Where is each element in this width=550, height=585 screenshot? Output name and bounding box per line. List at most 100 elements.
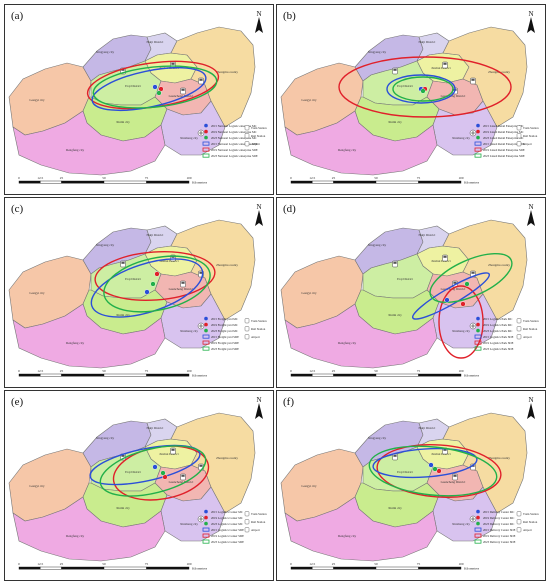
train-station-icon bbox=[120, 260, 126, 268]
panel-label: (e) bbox=[11, 396, 24, 408]
svg-text:Kilometers: Kilometers bbox=[192, 180, 208, 184]
mean-center-blue bbox=[152, 464, 158, 470]
sde-ellipse-green bbox=[392, 76, 454, 102]
svg-text:N: N bbox=[528, 396, 533, 404]
legend-item: 2019 Logistics Center SDE bbox=[211, 534, 244, 538]
svg-text:75: 75 bbox=[417, 176, 421, 180]
sde-ellipse-red bbox=[94, 250, 216, 302]
region-label-xinzheng: Xinzheng city bbox=[452, 329, 470, 333]
region-label-xingyang: Xingyang city bbox=[368, 243, 387, 247]
map-svg-c: Gongyi city Xingyang city Huiji District Ji… bbox=[8, 203, 267, 377]
mean-center-blue bbox=[144, 289, 150, 295]
region-label-huiji: Huiji District bbox=[147, 233, 164, 237]
region-label-dengfeng: Dengfeng city bbox=[338, 534, 357, 538]
region-label-guancheng: Guancheng District bbox=[441, 480, 466, 484]
map-panel-c: Gongyi city Xingyang city Huiji District Ji… bbox=[4, 197, 274, 388]
legend-item: 2015 Freight yard SDE bbox=[211, 335, 239, 339]
legend-station-item: Airport bbox=[251, 142, 260, 146]
region-label-jinshui: Jinshui District bbox=[159, 452, 179, 456]
train-station-icon bbox=[392, 67, 398, 75]
rail-station-icon bbox=[452, 473, 458, 481]
legend-item: 2023 Logistics Park SDE bbox=[483, 347, 514, 351]
rail-station-icon bbox=[180, 87, 186, 95]
region-label-dengfeng: Dengfeng city bbox=[66, 341, 85, 345]
svg-text:N: N bbox=[256, 396, 261, 404]
legend-station-item: Rail Station bbox=[523, 134, 538, 138]
svg-text:12.5: 12.5 bbox=[309, 369, 315, 373]
svg-text:25: 25 bbox=[332, 176, 336, 180]
svg-text:100: 100 bbox=[186, 562, 191, 566]
map-panel-a: Gongyi city Xingyang city Huiji District Ji… bbox=[4, 4, 274, 195]
svg-text:50: 50 bbox=[102, 176, 106, 180]
svg-text:50: 50 bbox=[102, 369, 106, 373]
mean-center-green bbox=[420, 88, 426, 94]
svg-text:100: 100 bbox=[458, 562, 463, 566]
legend-item: 2019 Logistics Park MC bbox=[483, 323, 512, 327]
train-station-icon bbox=[442, 61, 448, 69]
region-label-xingyang: Xingyang city bbox=[368, 436, 387, 440]
legend-station-item: Rail Station bbox=[251, 327, 266, 331]
svg-text:12.5: 12.5 bbox=[37, 562, 43, 566]
legend-item: 2023 Freight yard MC bbox=[211, 329, 238, 333]
region-zhongmu bbox=[170, 26, 256, 128]
legend-item: 2023 Listed Retail Enterprise MC bbox=[483, 136, 524, 140]
airport-station-icon bbox=[197, 515, 205, 523]
region-label-gongyi: Gongyi city bbox=[29, 98, 45, 102]
legend-station-item: Train Station bbox=[523, 126, 539, 130]
legend-item: 2019 Freight yard MC bbox=[211, 323, 238, 327]
sde-ellipse-red bbox=[376, 444, 502, 498]
svg-text:75: 75 bbox=[145, 369, 149, 373]
region-label-xinmi: Xinmi city bbox=[388, 313, 402, 317]
region-label-gongyi: Gongyi city bbox=[29, 291, 45, 295]
panel-label: (f) bbox=[283, 396, 294, 408]
legend-station-item: Train Station bbox=[251, 512, 267, 516]
airport-station-icon bbox=[469, 129, 477, 137]
legend-station-item: Airport bbox=[251, 528, 260, 532]
region-label-gongyi: Gongyi city bbox=[29, 484, 45, 488]
panel-label: (d) bbox=[283, 203, 296, 215]
svg-text:12.5: 12.5 bbox=[37, 176, 43, 180]
sde-ellipse-red bbox=[438, 285, 484, 359]
svg-text:100: 100 bbox=[458, 369, 463, 373]
svg-text:25: 25 bbox=[60, 369, 64, 373]
region-label-gongyi: Gongyi city bbox=[301, 98, 317, 102]
region-label-xinzheng: Xinzheng city bbox=[452, 522, 470, 526]
region-label-xingyang: Xingyang city bbox=[368, 50, 387, 54]
svg-text:0: 0 bbox=[18, 176, 20, 180]
legend-item: 2019 Logistics Center MC bbox=[211, 516, 243, 520]
airport-station-icon bbox=[197, 129, 205, 137]
map-svg-f: Gongyi city Xingyang city Huiji District Ji… bbox=[280, 396, 539, 570]
legend-station-item: Train Station bbox=[251, 319, 267, 323]
legend: 2015 Delivery Center MC 2019 Delivery Cen… bbox=[474, 509, 539, 544]
svg-text:50: 50 bbox=[102, 562, 106, 566]
rail-station-icon bbox=[470, 77, 476, 85]
region-label-gongyi: Gongyi city bbox=[301, 291, 317, 295]
legend-station-item: Rail Station bbox=[251, 134, 266, 138]
map-panel-d: Gongyi city Xingyang city Huiji District Ji… bbox=[276, 197, 546, 388]
region-label-jinshui: Jinshui District bbox=[431, 66, 451, 70]
region-label-jinshui: Jinshui District bbox=[431, 259, 451, 263]
mean-center-red bbox=[460, 301, 466, 307]
legend-station-item: Airport bbox=[523, 142, 532, 146]
north-arrow-icon: N bbox=[527, 10, 535, 33]
svg-text:25: 25 bbox=[60, 176, 64, 180]
legend-item: 2019 Freight yard SDE bbox=[211, 341, 239, 345]
region-label-zhongmu: Zhongmu county bbox=[216, 456, 238, 460]
svg-text:N: N bbox=[528, 203, 533, 211]
panel-label: (c) bbox=[11, 203, 24, 215]
svg-text:25: 25 bbox=[332, 369, 336, 373]
legend-item: 2015 Logistics Park SDE bbox=[483, 335, 514, 339]
legend: 2015 National Logistic enterprise MC 2019… bbox=[202, 123, 267, 158]
svg-text:100: 100 bbox=[186, 176, 191, 180]
map-svg-b: Gongyi city Xingyang city Huiji District Ji… bbox=[280, 10, 539, 184]
legend-item: 2019 National Logistic enterprise MC bbox=[211, 130, 257, 134]
region-label-xinmi: Xinmi city bbox=[116, 120, 130, 124]
region-label-huiji: Huiji District bbox=[147, 426, 164, 430]
rail-station-icon bbox=[180, 473, 186, 481]
region-label-huiji: Huiji District bbox=[419, 233, 436, 237]
svg-text:Kilometers: Kilometers bbox=[192, 566, 208, 570]
legend-station-item: Airport bbox=[251, 335, 260, 339]
legend-item: 2023 Listed Retail Enterprise SDE bbox=[483, 154, 525, 158]
